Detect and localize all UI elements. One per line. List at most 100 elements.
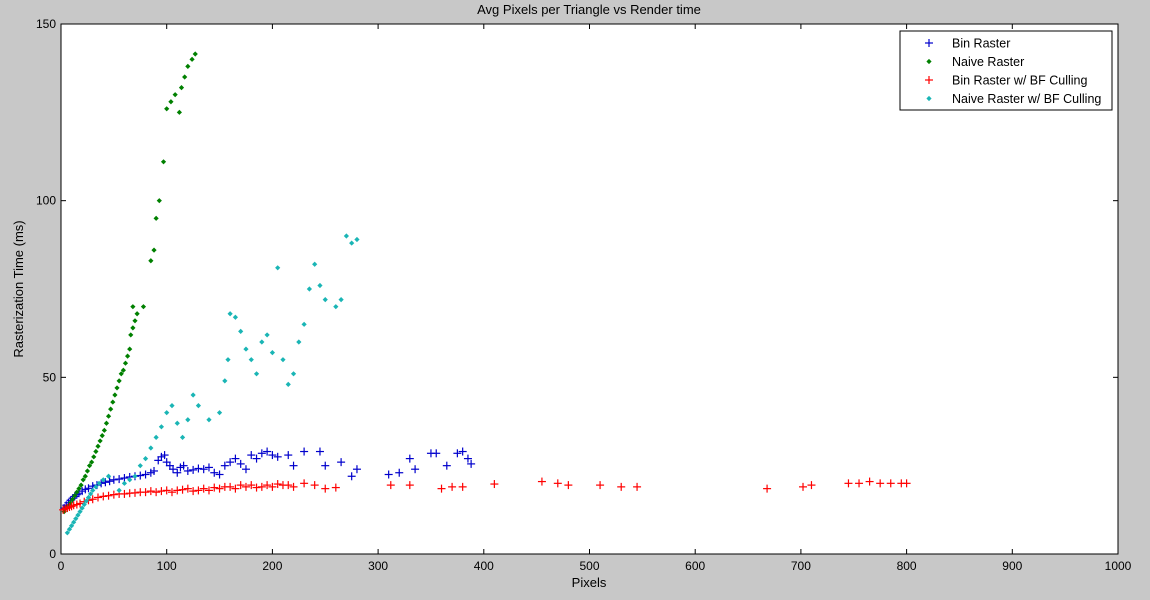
data-point	[405, 481, 414, 490]
y-axis: 0 50 100 150	[36, 17, 1118, 561]
data-point	[236, 459, 245, 468]
data-point	[134, 311, 140, 317]
data-point	[222, 378, 228, 384]
data-point	[178, 485, 187, 494]
x-axis-label: Pixels	[572, 575, 607, 590]
data-point	[280, 357, 286, 363]
data-point	[463, 454, 472, 463]
data-point	[90, 487, 96, 493]
data-point	[315, 447, 324, 456]
series-1	[61, 51, 198, 515]
data-point	[442, 461, 451, 470]
data-point	[164, 106, 170, 112]
data-point	[157, 487, 166, 496]
data-point	[317, 282, 323, 289]
data-point	[300, 479, 309, 488]
data-point	[537, 477, 546, 486]
y-tick-label: 100	[36, 194, 56, 208]
data-point	[285, 381, 291, 387]
data-point	[337, 458, 346, 467]
legend-label: Naive Raster w/ BF Culling	[952, 92, 1101, 106]
data-point	[87, 491, 94, 497]
data-point	[275, 265, 281, 271]
data-point	[136, 471, 145, 480]
data-point	[273, 452, 282, 461]
data-point	[458, 482, 467, 491]
data-point	[210, 468, 219, 477]
data-point	[110, 399, 116, 405]
data-point	[617, 482, 626, 491]
data-point	[153, 434, 159, 440]
data-point	[153, 215, 159, 221]
data-point	[902, 479, 911, 488]
data-point	[395, 468, 404, 477]
x-tick-label: 500	[579, 559, 599, 573]
data-point	[347, 472, 356, 481]
data-point	[199, 465, 208, 474]
data-point	[152, 488, 161, 497]
x-tick-label: 0	[58, 559, 65, 573]
data-point	[74, 489, 80, 495]
data-point	[333, 304, 339, 310]
data-point	[763, 484, 772, 493]
data-point	[268, 482, 277, 491]
data-point	[226, 458, 235, 467]
data-point	[148, 445, 154, 451]
data-point	[120, 474, 129, 483]
data-point	[93, 493, 102, 502]
legend-box	[899, 30, 1113, 111]
data-point	[79, 505, 85, 511]
data-point	[268, 451, 277, 460]
data-point	[71, 519, 77, 525]
data-point	[73, 516, 79, 522]
data-point	[252, 483, 261, 492]
data-point	[194, 464, 203, 473]
data-point	[865, 477, 874, 486]
data-point	[127, 346, 133, 352]
data-point	[130, 325, 136, 331]
data-point	[227, 311, 233, 317]
data-point	[115, 475, 124, 484]
data-point	[259, 339, 265, 345]
data-point	[130, 488, 139, 497]
data-point	[176, 109, 182, 115]
data-point	[458, 447, 467, 456]
data-point	[284, 481, 293, 490]
data-point	[78, 482, 84, 488]
data-point	[93, 448, 99, 455]
data-point	[215, 470, 224, 479]
data-point	[253, 371, 260, 377]
legend-label: Bin Raster	[952, 37, 1010, 51]
data-point	[199, 484, 208, 493]
data-point	[183, 466, 192, 475]
data-point	[411, 465, 420, 474]
data-point	[179, 434, 186, 440]
data-point	[116, 487, 122, 493]
data-point	[132, 318, 138, 324]
data-point	[77, 509, 83, 515]
data-point	[89, 459, 95, 465]
x-tick-label: 700	[791, 559, 811, 573]
data-point	[103, 420, 110, 426]
data-point	[263, 481, 272, 490]
data-point	[160, 451, 169, 460]
legend: Bin Raster Naive Raster Bin Raster w/ BF C…	[899, 30, 1113, 111]
data-point	[553, 479, 562, 488]
legend-marker	[925, 39, 933, 47]
data-point	[322, 297, 328, 303]
data-point	[448, 482, 457, 491]
data-point	[75, 512, 81, 518]
x-tick-label: 1000	[1105, 559, 1132, 573]
data-point	[173, 468, 182, 477]
data-point	[204, 463, 213, 472]
series-2	[59, 477, 911, 514]
data-point	[128, 332, 134, 338]
data-point	[349, 240, 355, 246]
data-point	[174, 420, 180, 426]
data-point	[93, 484, 99, 490]
data-point	[190, 392, 196, 398]
data-point	[185, 63, 191, 69]
data-point	[352, 465, 361, 474]
data-point	[225, 357, 231, 363]
